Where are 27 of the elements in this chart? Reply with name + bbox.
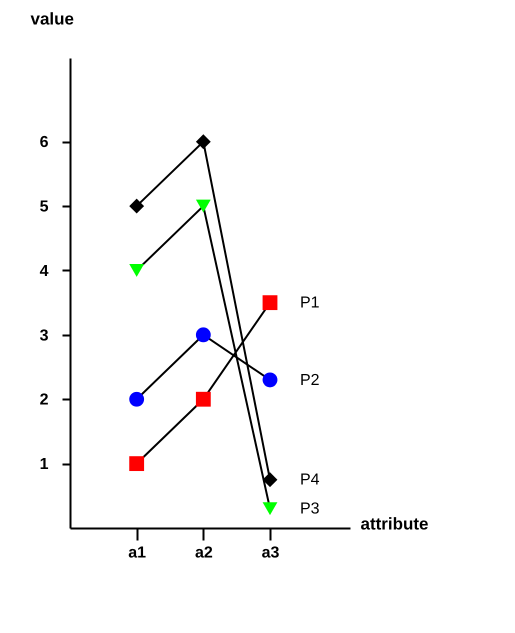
point [262, 372, 278, 388]
y-tick-label: 5 [40, 198, 49, 216]
y-tick-label: 1 [40, 456, 49, 474]
point [129, 456, 144, 472]
y-axis-title: value [30, 10, 74, 28]
point [196, 327, 211, 342]
point [129, 198, 144, 214]
y-tick-label: 4 [40, 262, 49, 280]
point [196, 134, 211, 150]
point [262, 502, 278, 516]
x-tick-label: a1 [128, 544, 146, 562]
y-tick-label: 3 [40, 327, 49, 344]
point [129, 392, 144, 407]
point [262, 295, 278, 310]
x-axis-title: attribute [360, 514, 428, 534]
point [262, 472, 278, 488]
point [196, 392, 211, 407]
series-label: P2 [300, 372, 320, 389]
y-tick-label: 6 [40, 134, 49, 152]
point [196, 200, 211, 213]
series-label: P1 [300, 294, 320, 312]
x-tick-label: a3 [262, 544, 280, 562]
y-tick-label: 2 [40, 392, 49, 409]
series-label: P4 [300, 472, 320, 489]
point [129, 264, 144, 277]
x-tick-label: a2 [194, 544, 213, 562]
series-label: P3 [300, 500, 320, 518]
